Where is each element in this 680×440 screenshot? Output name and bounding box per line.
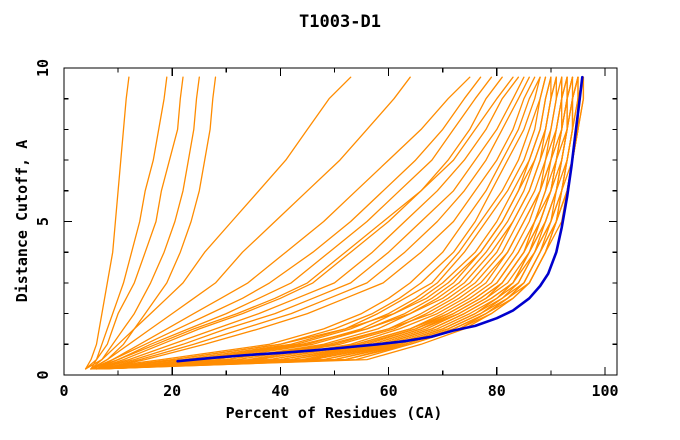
model-curve-14 [95, 76, 525, 370]
model-curve-26 [101, 76, 563, 370]
model-curve-17 [90, 76, 541, 370]
x-axis-label: Percent of Residues (CA) [225, 404, 443, 422]
x-tick-label: 20 [163, 382, 181, 400]
x-tick-label: 80 [488, 382, 506, 400]
model-curve-20 [101, 76, 547, 370]
x-tick-label: 100 [591, 382, 618, 400]
y-tick-label: 0 [34, 370, 52, 379]
model-curve-16 [101, 76, 536, 370]
x-tick-label: 0 [59, 382, 68, 400]
model-curve-2 [84, 76, 168, 370]
model-curve-47 [95, 76, 585, 370]
model-curve-24 [95, 76, 557, 370]
model-curve-1 [84, 76, 130, 370]
model-curve-12 [90, 76, 514, 370]
model-curve-23 [101, 76, 557, 370]
model-curve-22 [90, 76, 552, 370]
model-curve-40 [90, 76, 563, 370]
model-curve-41 [95, 76, 557, 370]
model-curve-46 [90, 76, 585, 370]
highlighted-model-curve [176, 75, 584, 363]
model-curve-43 [90, 76, 574, 370]
y-tick-label: 5 [34, 217, 52, 226]
model-curve-4 [84, 76, 200, 370]
y-axis-label: Distance Cutoff, A [13, 139, 31, 303]
model-curve-9 [90, 76, 482, 370]
model-curve-10 [95, 76, 493, 370]
model-curve-8 [95, 76, 471, 370]
model-curve-19 [90, 76, 547, 370]
model-curve-15 [101, 76, 530, 370]
model-curve-21 [95, 76, 552, 370]
model-curve-3 [90, 76, 184, 370]
model-curve-5 [90, 76, 217, 370]
model-curve-11 [95, 76, 503, 370]
model-curve-36 [95, 76, 585, 370]
model-curve-42 [101, 76, 552, 370]
model-curve-7 [90, 76, 411, 370]
x-tick-label: 40 [271, 382, 289, 400]
y-tick-label: 10 [34, 59, 52, 77]
model-curve-25 [90, 76, 563, 370]
chart-title: T1003-D1 [299, 12, 381, 32]
model-curve-13 [95, 76, 520, 370]
x-tick-label: 60 [380, 382, 398, 400]
model-curve-6 [90, 76, 352, 370]
